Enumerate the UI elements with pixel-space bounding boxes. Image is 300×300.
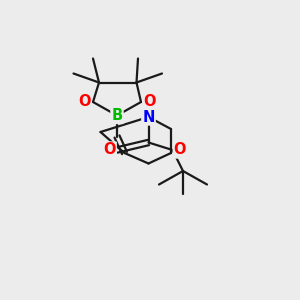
- Text: O: O: [103, 142, 116, 158]
- Text: O: O: [143, 94, 156, 110]
- Text: N: N: [142, 110, 155, 124]
- Text: O: O: [174, 142, 186, 158]
- Text: B: B: [111, 108, 123, 123]
- Text: O: O: [78, 94, 91, 110]
